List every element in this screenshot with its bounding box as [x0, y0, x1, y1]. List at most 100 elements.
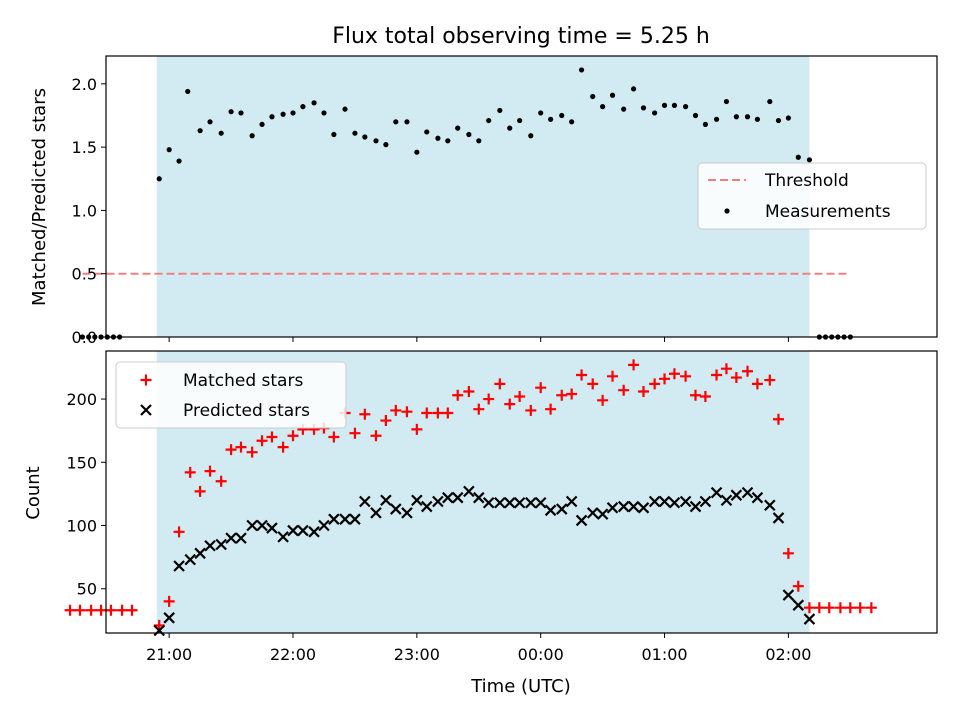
data-point: [204, 465, 216, 477]
data-point: [451, 491, 464, 504]
data-point: [682, 104, 689, 110]
data-point: [772, 512, 785, 524]
legend-label: Threshold: [764, 171, 849, 191]
data-point: [85, 604, 97, 616]
data-point: [266, 522, 278, 534]
data-point: [699, 391, 711, 403]
data-point: [370, 507, 382, 519]
data-point: [184, 466, 196, 478]
data-point: [764, 374, 776, 386]
ratio-panel: 0.0 0.5 1.0 1.5 2.0 Threshold Measurements: [72, 55, 938, 347]
data-point: [225, 532, 237, 544]
data-point: [648, 495, 661, 508]
data-point: [483, 393, 495, 405]
data-point: [513, 496, 526, 509]
data-point: [596, 508, 609, 520]
data-point: [742, 365, 754, 377]
data-point: [280, 111, 286, 117]
data-point: [525, 404, 537, 416]
data-point: [764, 499, 776, 512]
data-point: [494, 378, 506, 390]
data-point: [79, 334, 86, 340]
data-point: [277, 531, 289, 543]
data-point: [463, 485, 475, 498]
data-point: [328, 431, 340, 443]
data-point: [671, 102, 678, 108]
data-point: [652, 110, 658, 116]
data-point: [767, 98, 773, 105]
data-point: [352, 130, 358, 136]
data-point: [126, 604, 138, 616]
data-point: [600, 104, 606, 110]
data-point: [679, 495, 692, 508]
data-point: [432, 495, 444, 508]
data-point: [424, 129, 430, 135]
y-tick-label: 50: [77, 580, 97, 599]
data-point: [401, 507, 413, 519]
data-point: [689, 500, 702, 513]
data-point: [744, 114, 751, 120]
data-point: [442, 491, 454, 504]
data-point: [349, 427, 361, 439]
data-point: [297, 524, 309, 537]
data-point: [339, 513, 351, 525]
data-point: [544, 504, 557, 517]
data-point: [690, 389, 702, 401]
data-point: [569, 119, 575, 125]
data-point: [194, 485, 206, 497]
legend-count: Matched stars Predicted stars: [115, 361, 347, 429]
legend-box: [115, 361, 347, 429]
data-point: [844, 602, 856, 614]
data-point: [349, 513, 361, 525]
data-point: [105, 604, 117, 616]
data-point: [411, 423, 423, 435]
data-point: [256, 435, 268, 447]
data-point: [803, 602, 815, 614]
data-point: [432, 407, 444, 419]
data-point: [266, 431, 278, 443]
data-point: [331, 131, 337, 138]
data-point: [390, 503, 402, 515]
data-point: [420, 500, 433, 513]
data-point: [486, 117, 492, 124]
data-point: [156, 176, 162, 182]
y-tick-label: 0.0: [72, 328, 97, 347]
data-point: [782, 589, 795, 601]
data-point: [225, 444, 237, 456]
data-point: [176, 158, 182, 164]
data-point: [649, 378, 661, 390]
data-point: [246, 446, 258, 458]
data-point: [311, 100, 317, 106]
data-point: [668, 496, 681, 509]
data-point: [711, 369, 723, 381]
data-point: [730, 489, 743, 501]
data-point: [640, 105, 647, 111]
x-axis-label: Time (UTC): [470, 676, 571, 697]
data-point: [751, 491, 764, 504]
data-point: [659, 373, 671, 385]
legend-label: Measurements: [765, 202, 891, 222]
data-point: [184, 553, 196, 566]
data-point: [64, 604, 76, 616]
data-point: [163, 612, 175, 624]
data-point: [393, 119, 399, 125]
data-point: [566, 388, 578, 400]
data-point: [834, 602, 846, 614]
data-point: [383, 142, 389, 148]
data-point: [328, 513, 340, 525]
data-point: [435, 135, 441, 141]
data-point: [421, 407, 433, 419]
data-point: [455, 125, 461, 131]
x-tick-label: 01:00: [641, 645, 687, 664]
data-point: [730, 372, 742, 384]
data-point: [215, 475, 227, 487]
x-tick-label: 21:00: [146, 645, 192, 664]
data-point: [723, 98, 730, 105]
data-point: [692, 112, 699, 119]
data-point: [401, 406, 413, 418]
data-point: [534, 496, 547, 509]
data-point: [476, 138, 482, 144]
data-point: [414, 149, 420, 155]
data-point: [249, 133, 255, 139]
data-point: [308, 526, 320, 538]
